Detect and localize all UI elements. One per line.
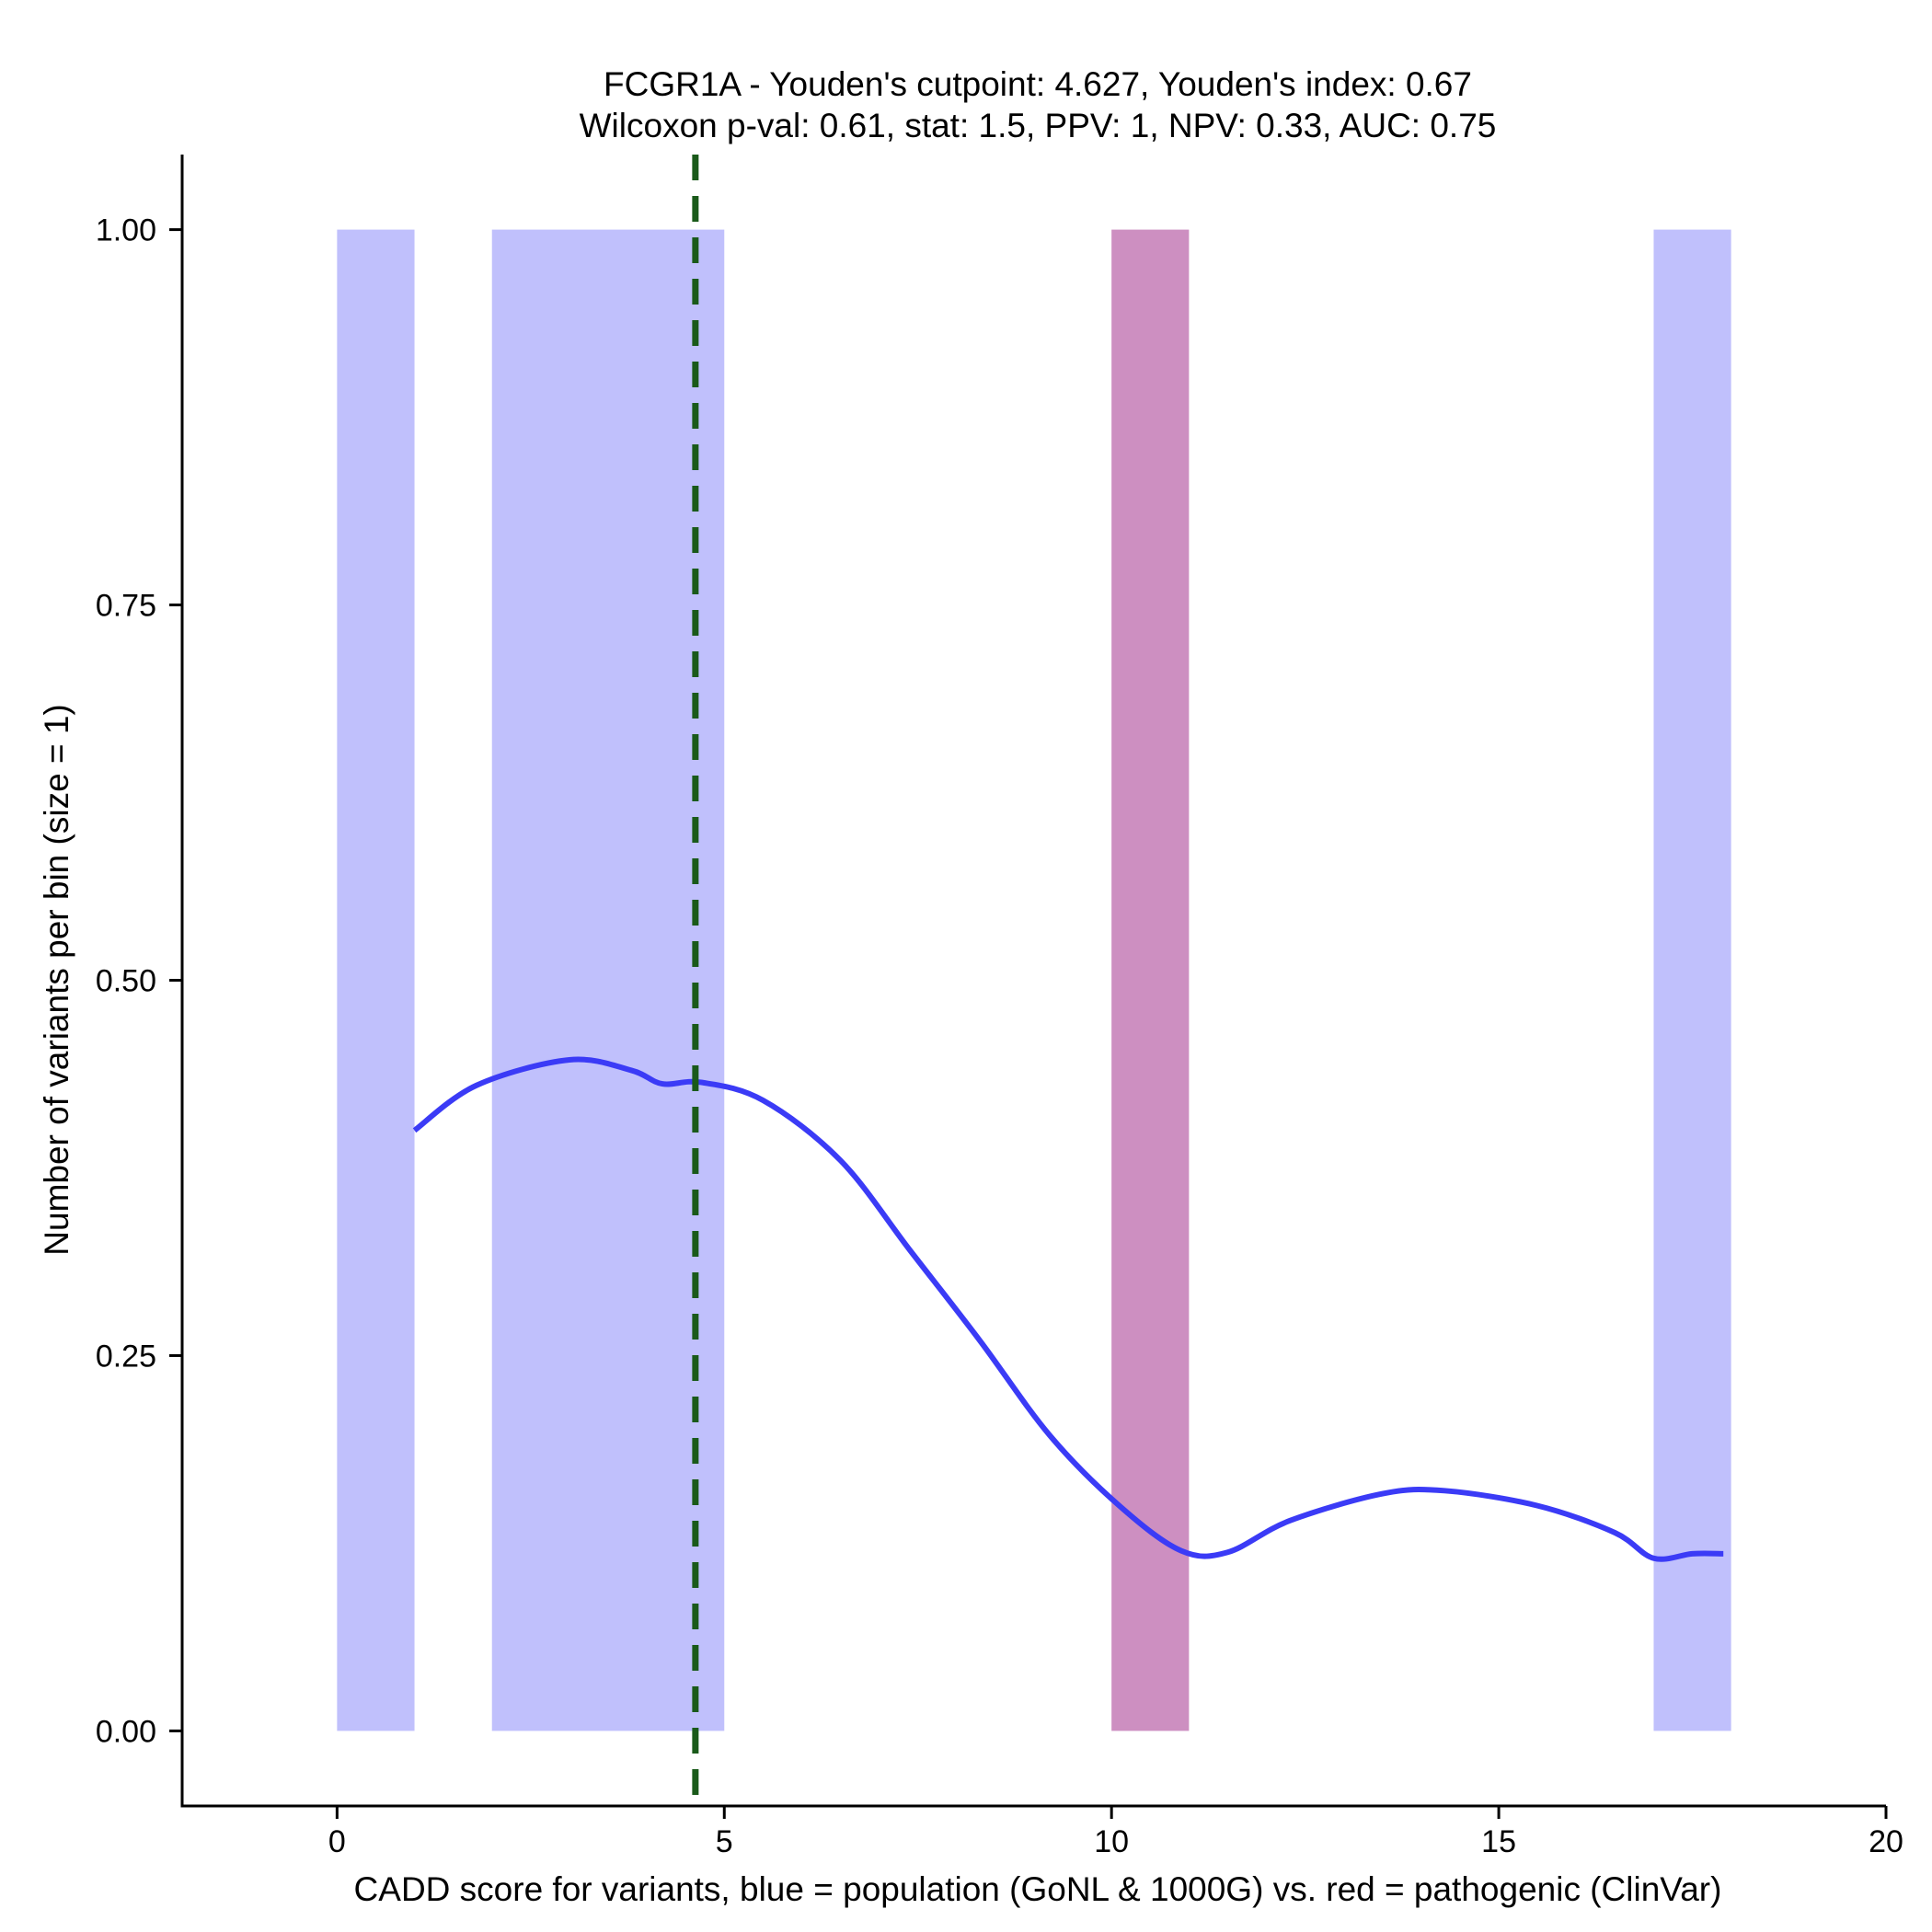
y-tick-label-3: 0.75 xyxy=(96,589,156,624)
x-tick-label-1: 5 xyxy=(716,1824,733,1859)
x-tick-label-0: 0 xyxy=(328,1824,346,1859)
y-axis-title: Number of variants per bin (size = 1) xyxy=(38,704,75,1255)
smooth-density-line xyxy=(412,1056,1724,1562)
y-tick-label-0: 0.00 xyxy=(96,1714,156,1749)
bar-population-1 xyxy=(491,229,725,1731)
bar-population-0 xyxy=(337,229,415,1731)
bar-population-3 xyxy=(1653,229,1731,1731)
chart-title-line-1: FCGR1A - Youden's cutpoint: 4.627, Youde… xyxy=(604,65,1472,103)
smooth-line-path xyxy=(412,1056,1724,1562)
x-axis-title: CADD score for variants, blue = populati… xyxy=(354,1870,1722,1908)
bar-pathogenic-2 xyxy=(1111,229,1190,1731)
y-tick-label-2: 0.50 xyxy=(96,964,156,999)
histogram-bars xyxy=(337,229,1731,1731)
y-tick-label-1: 0.25 xyxy=(96,1339,156,1374)
y-tick-label-4: 1.00 xyxy=(96,213,156,248)
axes xyxy=(169,155,1888,1819)
x-tick-label-2: 10 xyxy=(1094,1824,1129,1859)
tick-labels: 0 5 10 15 20 0.00 0.25 0.50 0.75 1.00 xyxy=(96,213,1903,1859)
x-tick-label-3: 15 xyxy=(1481,1824,1516,1859)
chart-title-line-2: Wilcoxon p-val: 0.61, stat: 1.5, PPV: 1,… xyxy=(580,107,1497,144)
x-tick-label-4: 20 xyxy=(1869,1824,1903,1859)
